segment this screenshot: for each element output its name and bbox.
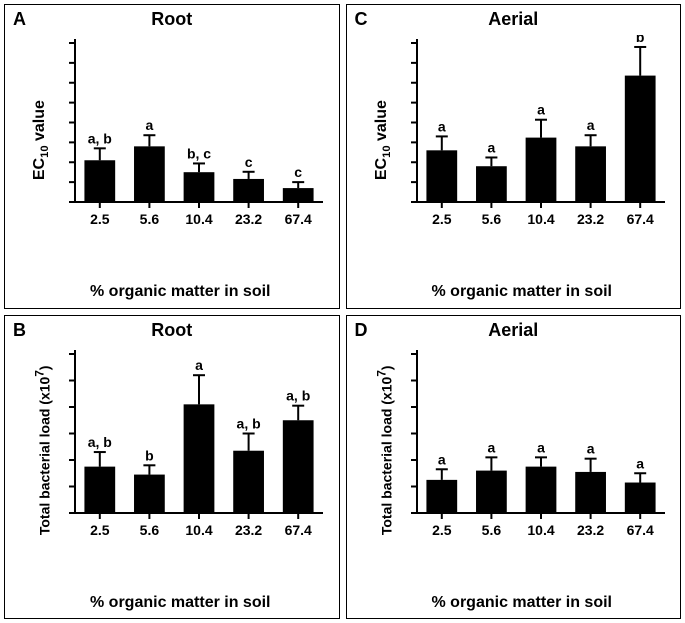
- svg-text:a: a: [195, 357, 203, 373]
- svg-text:a: a: [537, 102, 545, 118]
- svg-text:67.4: 67.4: [626, 522, 653, 538]
- svg-text:2.5: 2.5: [432, 211, 452, 227]
- panel-b: B Root Total bacterial load (x107) 01234…: [4, 315, 340, 620]
- svg-text:c: c: [294, 164, 302, 180]
- svg-text:67.4: 67.4: [285, 211, 312, 227]
- panel-d-chart: 0123456a2.5a5.6a10.4a23.2a67.4: [409, 346, 669, 551]
- svg-text:23.2: 23.2: [235, 522, 262, 538]
- panel-c-ylabel: EC10 value: [372, 80, 392, 200]
- panel-a-ylabel: EC10 value: [31, 80, 51, 200]
- panel-a-xlabel: % organic matter in soil: [90, 283, 270, 301]
- svg-text:10.4: 10.4: [185, 211, 212, 227]
- svg-text:67.4: 67.4: [626, 211, 653, 227]
- svg-text:b: b: [635, 35, 644, 45]
- svg-text:a: a: [487, 439, 495, 455]
- panel-c-xlabel: % organic matter in soil: [432, 283, 612, 301]
- svg-text:5.6: 5.6: [481, 211, 501, 227]
- panel-a-chart: 050100150200250300350400a, b2.5a5.6b, c1…: [67, 35, 327, 240]
- panel-b-xlabel: % organic matter in soil: [90, 594, 270, 612]
- svg-text:10.4: 10.4: [527, 211, 554, 227]
- panel-a-title: Root: [151, 9, 192, 30]
- svg-text:a: a: [636, 455, 644, 471]
- panel-b-title: Root: [151, 320, 192, 341]
- svg-text:2.5: 2.5: [90, 522, 110, 538]
- svg-text:67.4: 67.4: [285, 522, 312, 538]
- svg-text:a, b: a, b: [88, 130, 112, 146]
- panel-d-xlabel: % organic matter in soil: [432, 594, 612, 612]
- panel-b-chart: 0123456a, b2.5b5.6a10.4a, b23.2a, b67.4: [67, 346, 327, 551]
- svg-text:2.5: 2.5: [90, 211, 110, 227]
- svg-text:a: a: [146, 117, 154, 133]
- svg-text:23.2: 23.2: [576, 522, 603, 538]
- svg-text:a, b: a, b: [237, 415, 261, 431]
- panel-d: D Aerial Total bacterial load (x107) 012…: [346, 315, 682, 620]
- svg-text:a: a: [487, 139, 495, 155]
- svg-text:a, b: a, b: [286, 387, 310, 403]
- panel-c-chart: 050100150200250300350400a2.5a5.6a10.4a23…: [409, 35, 669, 240]
- panel-b-ylabel: Total bacterial load (x107): [34, 360, 53, 540]
- svg-text:c: c: [245, 154, 253, 170]
- panel-d-letter: D: [355, 320, 368, 341]
- svg-text:a: a: [437, 118, 445, 134]
- panel-a: A Root EC10 value 0501001502002503003504…: [4, 4, 340, 309]
- svg-text:23.2: 23.2: [576, 211, 603, 227]
- svg-text:10.4: 10.4: [527, 522, 554, 538]
- panel-a-letter: A: [13, 9, 26, 30]
- svg-text:10.4: 10.4: [185, 522, 212, 538]
- svg-text:b, c: b, c: [187, 145, 211, 161]
- panel-c-letter: C: [355, 9, 368, 30]
- panel-c-title: Aerial: [488, 9, 538, 30]
- svg-text:5.6: 5.6: [140, 522, 160, 538]
- panel-d-title: Aerial: [488, 320, 538, 341]
- panel-d-ylabel: Total bacterial load (x107): [375, 360, 394, 540]
- panel-c: C Aerial EC10 value 05010015020025030035…: [346, 4, 682, 309]
- svg-text:b: b: [145, 447, 154, 463]
- svg-text:a: a: [537, 439, 545, 455]
- figure-grid: A Root EC10 value 0501001502002503003504…: [0, 0, 685, 623]
- svg-text:2.5: 2.5: [432, 522, 452, 538]
- svg-text:a: a: [437, 451, 445, 467]
- svg-text:a: a: [586, 117, 594, 133]
- panel-b-letter: B: [13, 320, 26, 341]
- svg-text:5.6: 5.6: [481, 522, 501, 538]
- svg-text:a: a: [586, 440, 594, 456]
- svg-text:a, b: a, b: [88, 434, 112, 450]
- svg-text:23.2: 23.2: [235, 211, 262, 227]
- svg-text:5.6: 5.6: [140, 211, 160, 227]
